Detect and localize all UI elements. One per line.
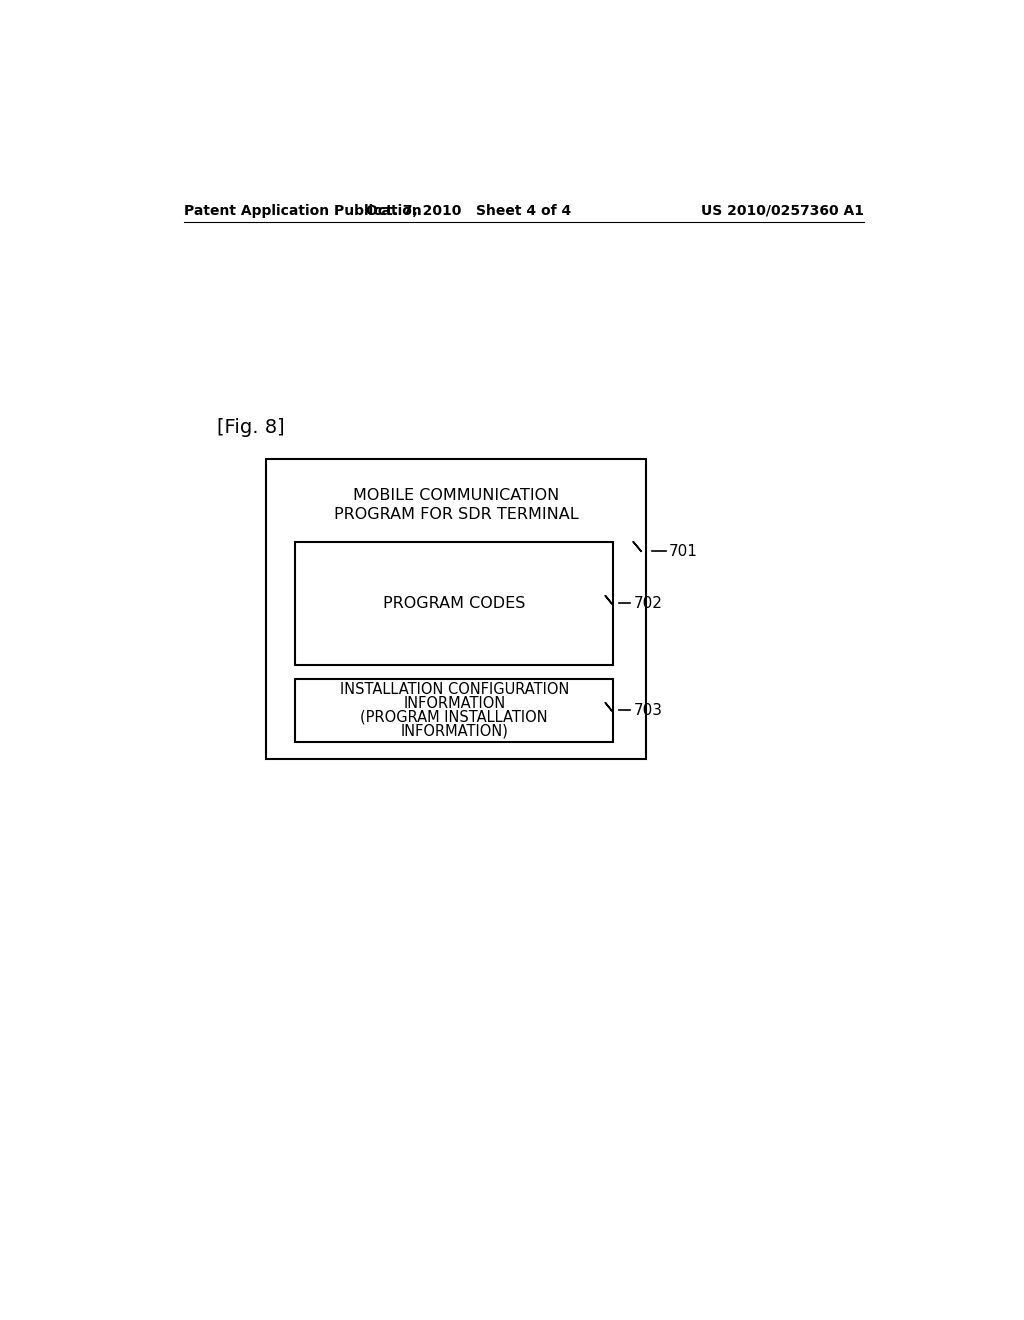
Text: Oct. 7, 2010   Sheet 4 of 4: Oct. 7, 2010 Sheet 4 of 4 [367, 203, 571, 218]
Text: INFORMATION): INFORMATION) [400, 723, 508, 739]
Text: (PROGRAM INSTALLATION: (PROGRAM INSTALLATION [360, 710, 548, 725]
Text: MOBILE COMMUNICATION: MOBILE COMMUNICATION [352, 488, 559, 503]
Text: [Fig. 8]: [Fig. 8] [217, 418, 285, 437]
Bar [295, 543, 613, 665]
Text: PROGRAM CODES: PROGRAM CODES [383, 595, 525, 611]
Text: US 2010/0257360 A1: US 2010/0257360 A1 [701, 203, 864, 218]
Text: 702: 702 [633, 595, 663, 611]
Text: INFORMATION: INFORMATION [403, 696, 506, 711]
Text: 703: 703 [633, 704, 663, 718]
Text: Patent Application Publication: Patent Application Publication [183, 203, 422, 218]
Bar [295, 678, 613, 742]
Text: 701: 701 [669, 544, 697, 558]
Text: INSTALLATION CONFIGURATION: INSTALLATION CONFIGURATION [340, 682, 569, 697]
Bar [266, 459, 646, 759]
Text: PROGRAM FOR SDR TERMINAL: PROGRAM FOR SDR TERMINAL [334, 507, 579, 521]
